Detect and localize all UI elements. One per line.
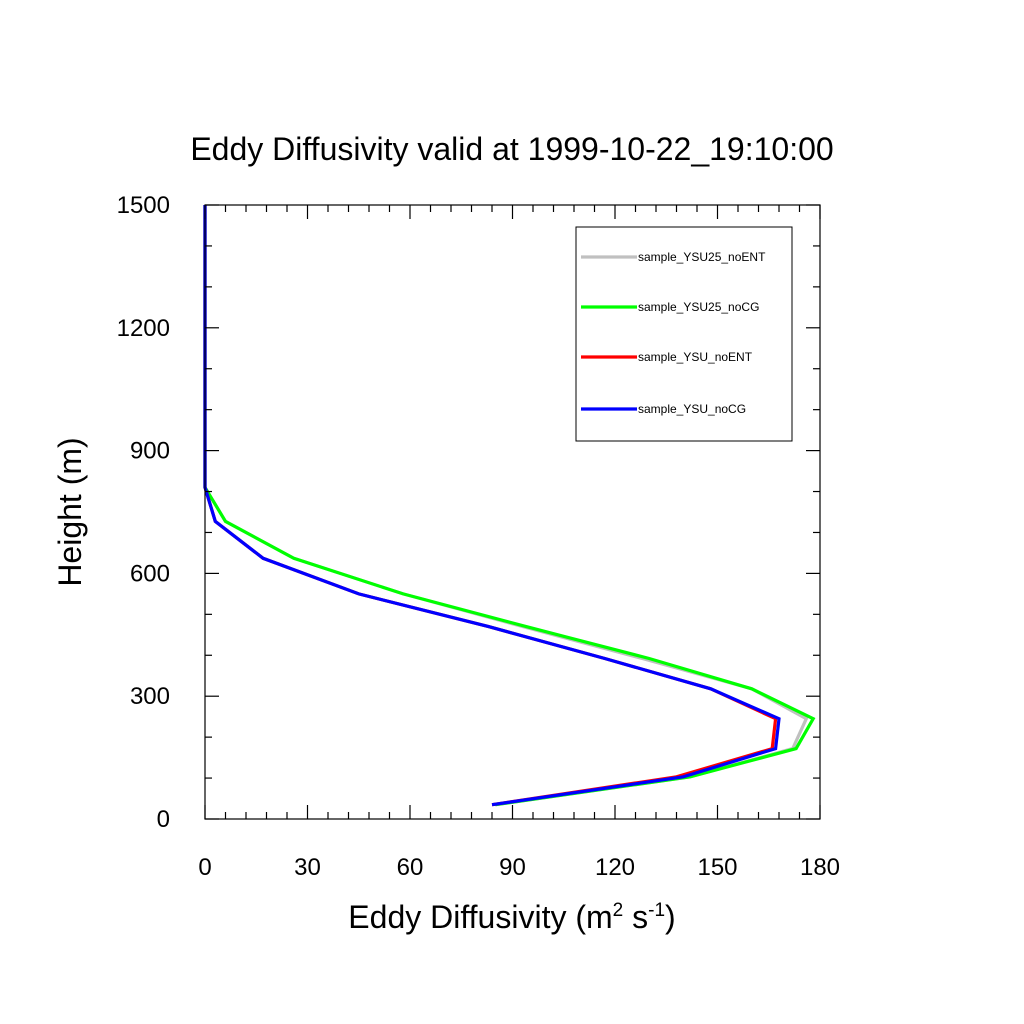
legend: sample_YSU25_noENT sample_YSU25_noCGsampl… bbox=[575, 226, 793, 442]
legend-label: sample_YSU_noENT bbox=[638, 350, 753, 364]
legend-label: sample_YSU_noCG bbox=[638, 402, 746, 416]
y-tick-label: 600 bbox=[130, 560, 170, 587]
x-tick-label: 180 bbox=[800, 854, 840, 881]
x-tick-label: 120 bbox=[595, 854, 635, 881]
y-axis-title: Height (m) bbox=[52, 437, 88, 586]
x-tick-label: 60 bbox=[397, 854, 424, 881]
y-tick-label: 0 bbox=[157, 806, 170, 833]
legend-label: sample_YSU25_noENT bbox=[638, 250, 766, 264]
x-tick-label: 150 bbox=[697, 854, 737, 881]
x-tick-label: 30 bbox=[294, 854, 321, 881]
legend-box bbox=[575, 226, 793, 442]
legend-label: sample_YSU25_noCG bbox=[638, 300, 759, 314]
x-tick-label: 90 bbox=[499, 854, 526, 881]
ticks-layer bbox=[204, 204, 821, 820]
y-tick-labels: 0 300 600 900 1200 1500 bbox=[117, 192, 170, 833]
x-tick-label: 0 bbox=[198, 854, 211, 881]
x-axis-title: Eddy Diffusivity (m2 s-1) bbox=[348, 899, 675, 935]
y-tick-label: 1200 bbox=[117, 315, 170, 342]
x-tick-labels: 0 30 60 90 120 150 180 bbox=[198, 854, 840, 881]
chart-title: Eddy Diffusivity valid at 1999-10-22_19:… bbox=[190, 131, 833, 167]
y-tick-label: 300 bbox=[130, 683, 170, 710]
y-tick-label: 900 bbox=[130, 438, 170, 465]
y-tick-label: 1500 bbox=[117, 192, 170, 219]
